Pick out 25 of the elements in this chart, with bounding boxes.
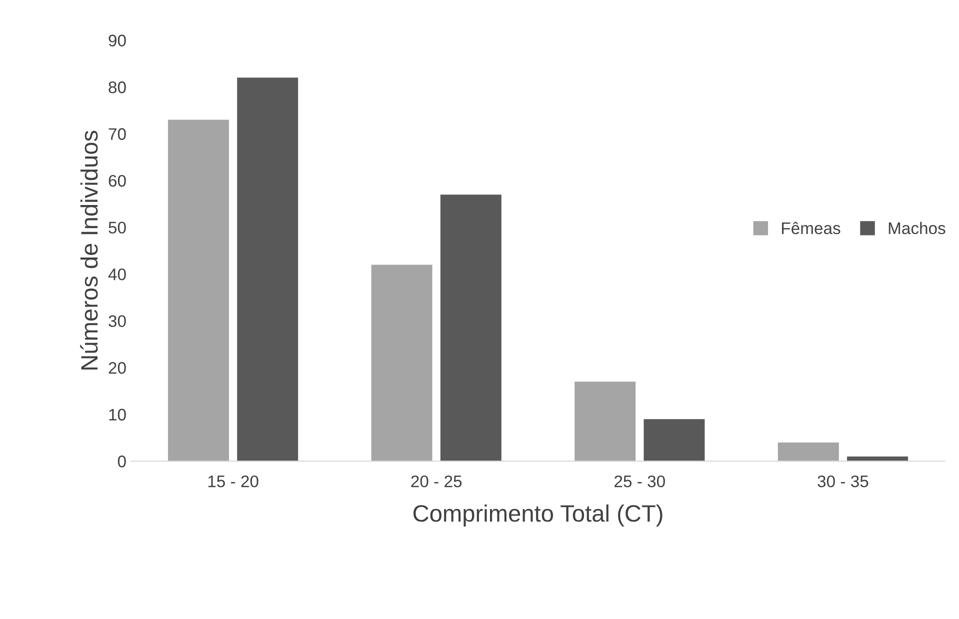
y-tick-label: 40 [108, 268, 126, 280]
legend-label: Fêmeas [782, 222, 840, 234]
x-tick-label: 30 - 35 [818, 475, 868, 488]
y-axis-title: Números de Individuos [80, 130, 98, 370]
x-tick-label: 20 - 25 [411, 475, 462, 488]
bar [168, 120, 229, 462]
bar [237, 78, 298, 462]
y-tick-label: 50 [108, 222, 126, 234]
bar [371, 264, 432, 462]
y-tick-label: 80 [108, 81, 126, 94]
y-tick-label: 10 [109, 408, 126, 421]
x-tick-label: 15 - 20 [208, 475, 258, 488]
y-tick-label: 70 [108, 128, 126, 140]
bar [644, 419, 705, 462]
y-tick-label: 30 [108, 315, 126, 328]
bar [778, 442, 839, 462]
legend-label: Machos [888, 222, 946, 234]
y-tick-label: 0 [118, 456, 126, 468]
x-tick-label: 25 - 30 [614, 475, 665, 488]
bar [440, 194, 502, 462]
bar [574, 382, 636, 462]
y-tick-label: 60 [108, 174, 126, 187]
y-tick-label: 20 [108, 362, 126, 374]
y-tick-label: 90 [108, 34, 126, 46]
x-axis-title: Comprimento Total (CT) [413, 504, 662, 526]
